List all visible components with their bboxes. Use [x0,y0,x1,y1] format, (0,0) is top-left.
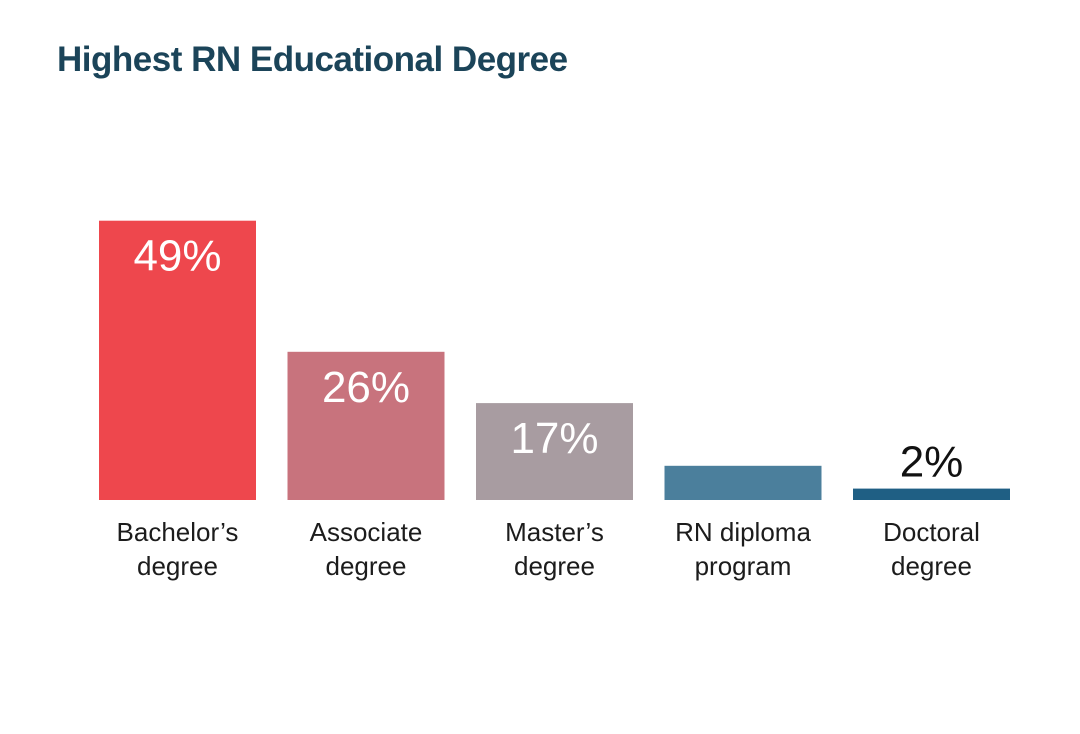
category-label: Master’s [505,517,604,547]
category-label: degree [514,551,595,581]
bar-value-label: 6% [711,415,775,464]
value-labels-group: 49% 26% 17% 6% 2% [133,232,963,487]
bars-group [99,220,1010,500]
bar-4 [664,465,822,500]
bar-3 [476,403,633,500]
bar-value-label: 17% [510,414,598,463]
category-label: Doctoral [883,517,980,547]
bar-5 [853,488,1010,500]
category-label: program [695,551,792,581]
bar-1 [99,220,256,500]
category-label: Associate [310,517,423,547]
category-label: degree [891,551,972,581]
bar-2 [287,351,445,500]
bar-value-label: 26% [322,363,410,412]
category-label: degree [137,551,218,581]
category-label: Bachelor’s [117,517,239,547]
bar-value-label: 2% [900,438,964,487]
category-label: RN diploma [675,517,811,547]
bar-value-label: 49% [133,232,221,281]
chart-title: Highest RN Educational Degree [57,40,568,79]
category-label: degree [326,551,407,581]
category-labels-group: Bachelor’s degree Associate degree Master’s d… [117,517,980,581]
